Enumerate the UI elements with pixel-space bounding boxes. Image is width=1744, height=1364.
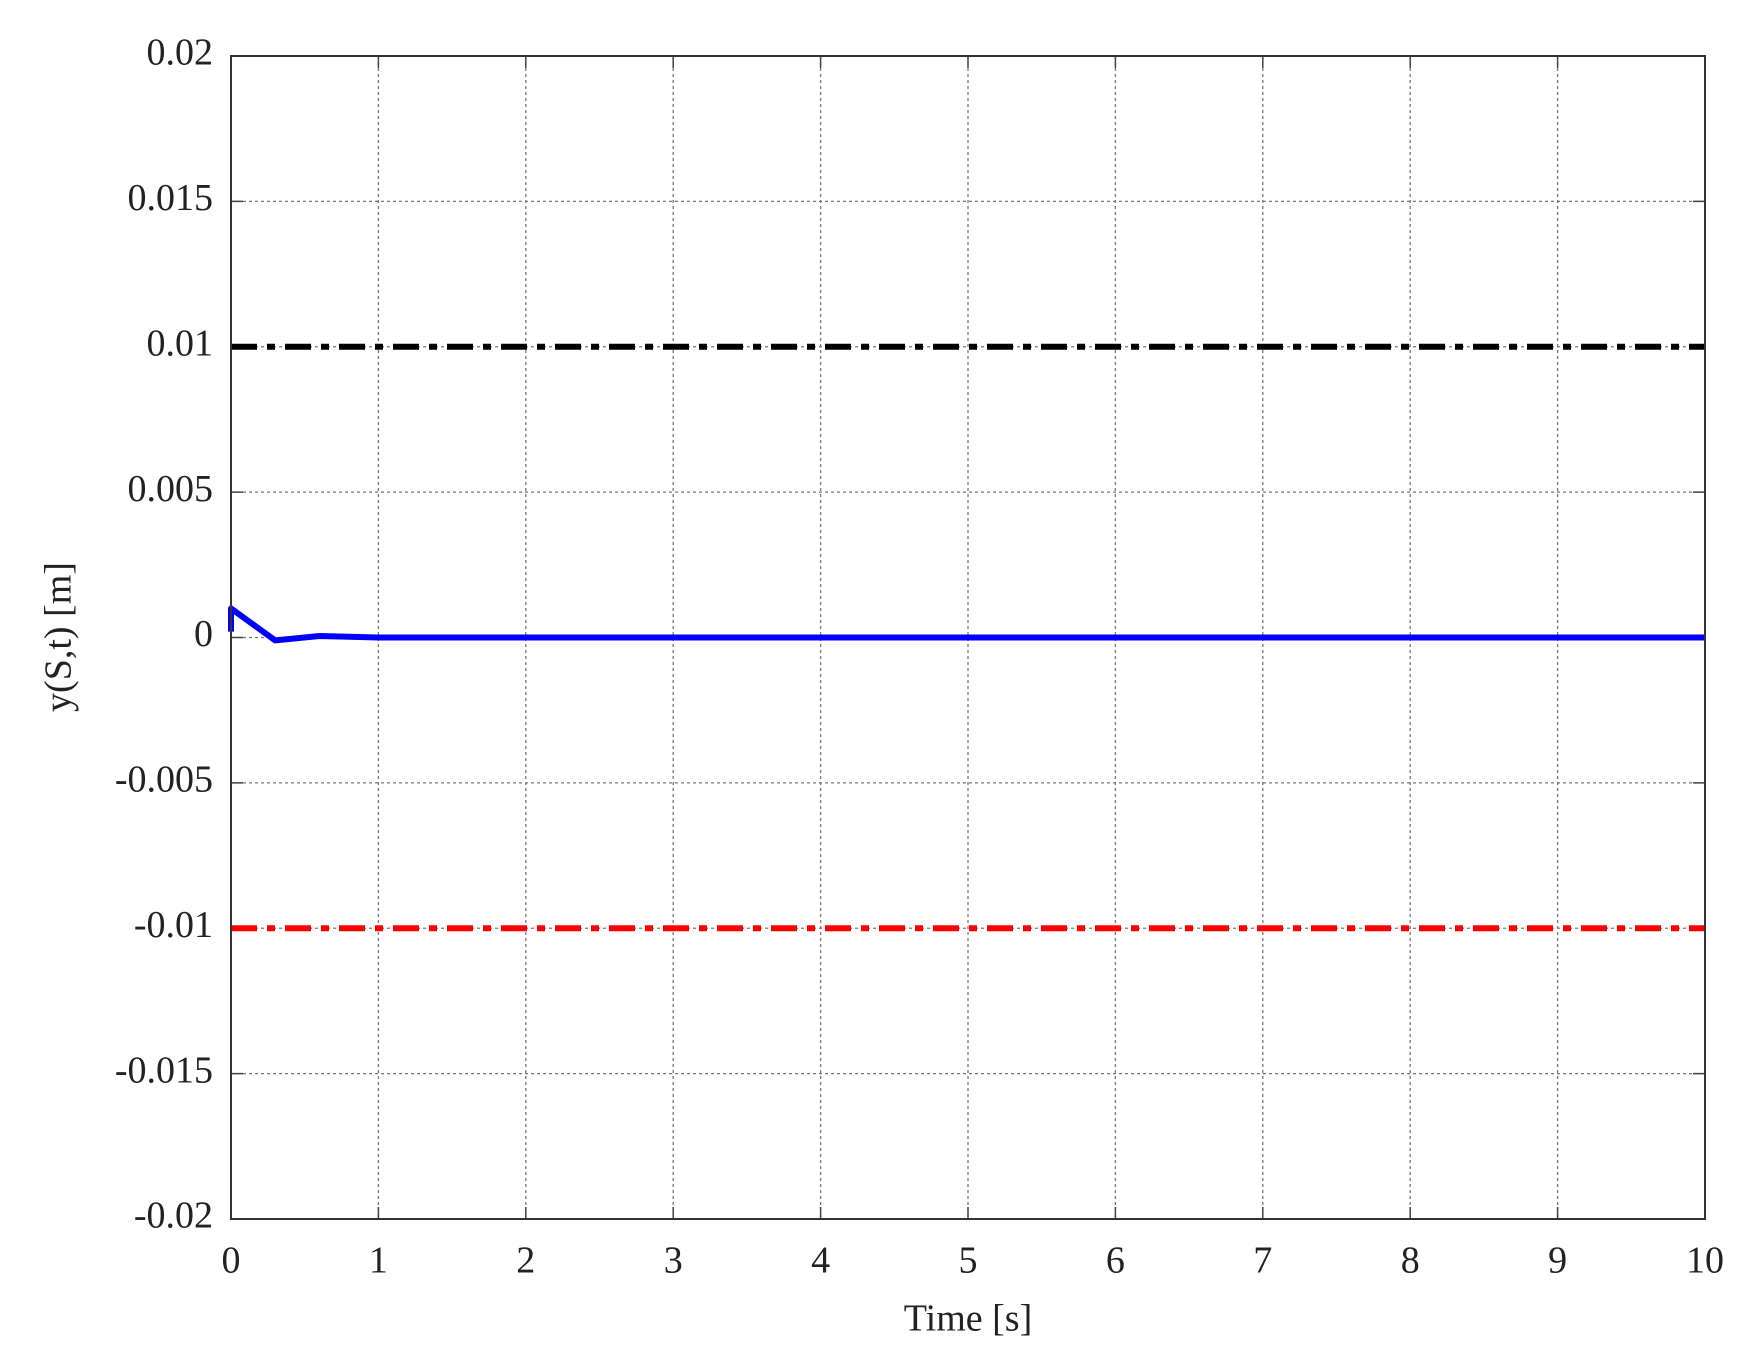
x-tick-label: 4 — [811, 1240, 830, 1282]
y-tick-label: -0.015 — [115, 1049, 213, 1091]
x-tick-label: 2 — [516, 1240, 535, 1282]
y-tick-label: -0.01 — [134, 904, 213, 946]
y-tick-label: -0.02 — [134, 1195, 213, 1237]
x-tick-label: 6 — [1106, 1240, 1125, 1282]
y-tick-label: 0.015 — [128, 177, 214, 219]
x-axis-label: Time [s] — [904, 1298, 1032, 1340]
y-tick-label: 0.02 — [147, 32, 214, 74]
y-axis-label: y(S,t) [m] — [38, 562, 80, 712]
x-tick-label: 7 — [1253, 1240, 1272, 1282]
y-tick-label: 0.01 — [147, 322, 214, 364]
x-tick-label: 9 — [1548, 1240, 1567, 1282]
y-tick-label: 0 — [194, 613, 213, 655]
x-tick-label: 10 — [1686, 1240, 1724, 1282]
x-tick-label: 8 — [1401, 1240, 1420, 1282]
y-tick-label: 0.005 — [128, 468, 214, 510]
series-line — [228, 605, 1705, 644]
y-tick-label: -0.005 — [115, 759, 213, 801]
x-tick-label: 3 — [664, 1240, 683, 1282]
x-tick-label: 1 — [369, 1240, 388, 1282]
x-tick-label: 0 — [222, 1240, 241, 1282]
x-tick-label: 5 — [959, 1240, 978, 1282]
plot-frame — [230, 55, 1706, 1220]
